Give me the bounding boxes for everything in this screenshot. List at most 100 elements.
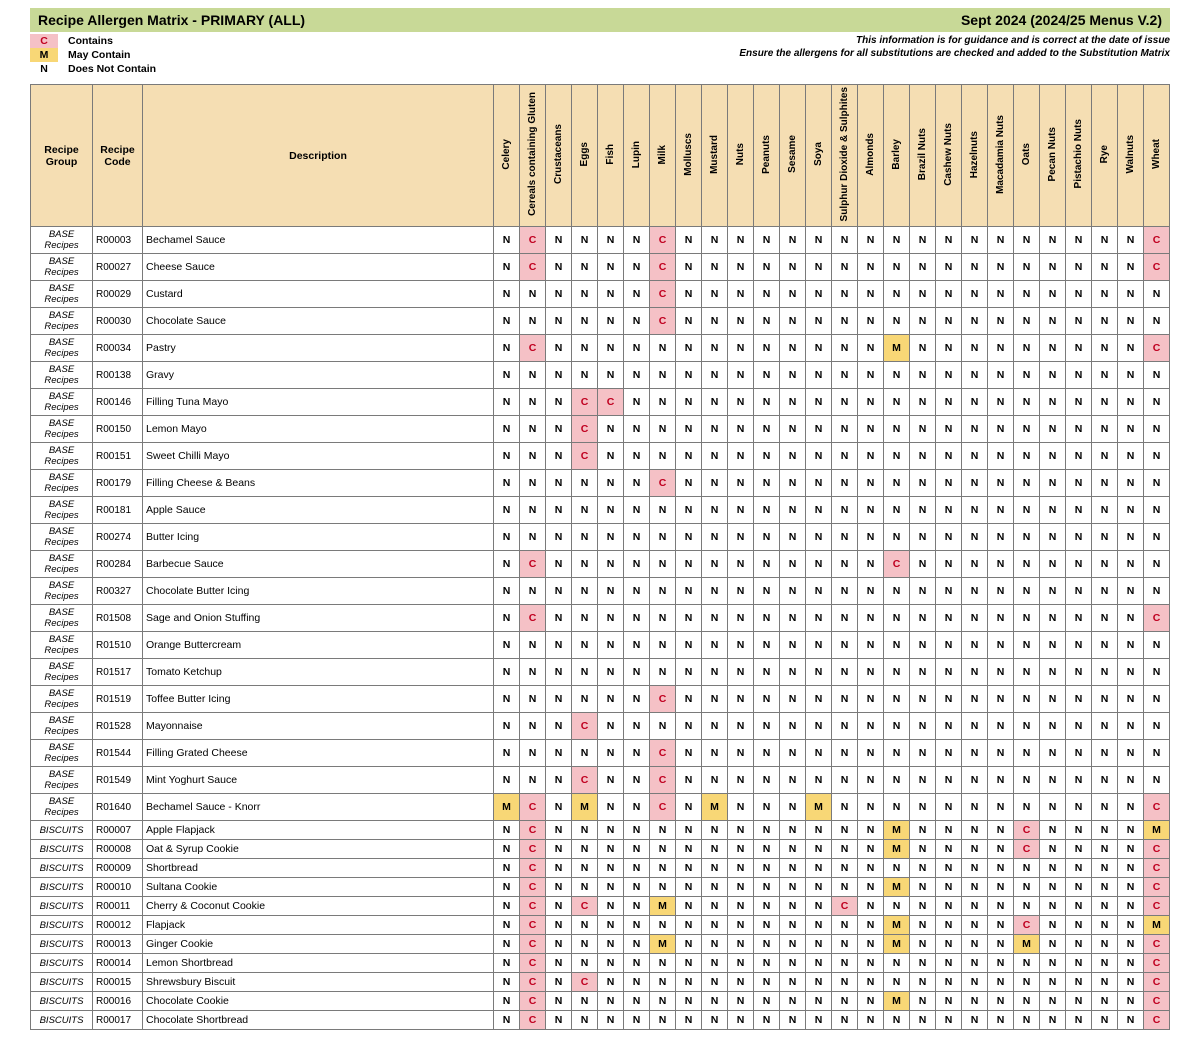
cell-allergen: N <box>754 389 780 416</box>
table-row: BASE RecipesR00151Sweet Chilli MayoNNNCN… <box>31 443 1170 470</box>
cell-allergen: N <box>780 335 806 362</box>
cell-allergen: N <box>754 859 780 878</box>
cell-allergen: N <box>1040 713 1066 740</box>
cell-allergen: N <box>962 497 988 524</box>
cell-allergen: N <box>832 281 858 308</box>
allergen-header-label: Sulphur Dioxide & Sulphites <box>839 87 850 221</box>
cell-allergen: N <box>1118 659 1144 686</box>
cell-allergen: N <box>988 632 1014 659</box>
col-header-allergen: Rye <box>1092 85 1118 227</box>
cell-code: R01510 <box>93 632 143 659</box>
cell-allergen: N <box>1066 389 1092 416</box>
cell-allergen: N <box>806 1011 832 1030</box>
cell-group: BASE Recipes <box>31 389 93 416</box>
cell-allergen: N <box>1144 443 1170 470</box>
cell-allergen: N <box>650 713 676 740</box>
cell-allergen: N <box>1092 859 1118 878</box>
cell-allergen: N <box>1092 416 1118 443</box>
cell-allergen: N <box>910 281 936 308</box>
allergen-header-label: Fish <box>605 144 616 165</box>
cell-allergen: N <box>598 713 624 740</box>
cell-allergen: C <box>1144 878 1170 897</box>
cell-allergen: N <box>546 578 572 605</box>
cell-allergen: N <box>1014 740 1040 767</box>
cell-allergen: N <box>598 821 624 840</box>
cell-allergen: C <box>572 443 598 470</box>
cell-code: R01544 <box>93 740 143 767</box>
cell-allergen: N <box>728 794 754 821</box>
table-row: BASE RecipesR01508Sage and Onion Stuffin… <box>31 605 1170 632</box>
cell-allergen: N <box>988 389 1014 416</box>
cell-allergen: N <box>546 935 572 954</box>
cell-allergen: N <box>676 497 702 524</box>
cell-allergen: N <box>858 1011 884 1030</box>
cell-allergen: N <box>1066 578 1092 605</box>
cell-allergen: N <box>1118 416 1144 443</box>
cell-allergen: N <box>494 973 520 992</box>
cell-allergen: N <box>988 840 1014 859</box>
cell-allergen: N <box>1066 416 1092 443</box>
cell-allergen: N <box>1040 916 1066 935</box>
cell-allergen: N <box>1066 686 1092 713</box>
cell-allergen: N <box>936 632 962 659</box>
cell-allergen: N <box>754 335 780 362</box>
cell-allergen: N <box>806 840 832 859</box>
cell-allergen: N <box>650 916 676 935</box>
cell-allergen: N <box>806 973 832 992</box>
cell-allergen: C <box>1144 935 1170 954</box>
cell-allergen: N <box>832 686 858 713</box>
cell-allergen: N <box>494 605 520 632</box>
cell-allergen: N <box>806 524 832 551</box>
cell-allergen: N <box>650 362 676 389</box>
cell-allergen: N <box>494 389 520 416</box>
cell-allergen: N <box>624 767 650 794</box>
cell-allergen: N <box>806 254 832 281</box>
col-header-allergen: Peanuts <box>754 85 780 227</box>
cell-allergen: N <box>1014 254 1040 281</box>
cell-allergen: N <box>702 821 728 840</box>
cell-allergen: M <box>572 794 598 821</box>
table-row: BISCUITSR00015Shrewsbury BiscuitNCNCNNNN… <box>31 973 1170 992</box>
cell-allergen: N <box>520 632 546 659</box>
cell-allergen: N <box>572 935 598 954</box>
cell-allergen: N <box>1144 578 1170 605</box>
cell-allergen: N <box>728 281 754 308</box>
cell-allergen: N <box>988 578 1014 605</box>
table-row: BASE RecipesR01517Tomato KetchupNNNNNNNN… <box>31 659 1170 686</box>
cell-allergen: N <box>962 740 988 767</box>
cell-allergen: C <box>572 897 598 916</box>
cell-allergen: N <box>1118 897 1144 916</box>
allergen-header-label: Rye <box>1099 145 1110 163</box>
cell-allergen: N <box>598 992 624 1011</box>
cell-allergen: N <box>728 335 754 362</box>
cell-allergen: N <box>546 954 572 973</box>
cell-allergen: N <box>1014 497 1040 524</box>
cell-allergen: N <box>858 551 884 578</box>
cell-allergen: N <box>1092 821 1118 840</box>
cell-allergen: N <box>962 308 988 335</box>
cell-allergen: M <box>884 335 910 362</box>
cell-allergen: N <box>962 767 988 794</box>
cell-desc: Chocolate Shortbread <box>143 1011 494 1030</box>
cell-allergen: N <box>494 916 520 935</box>
cell-allergen: N <box>624 443 650 470</box>
cell-allergen: N <box>832 973 858 992</box>
cell-allergen: N <box>728 227 754 254</box>
cell-allergen: N <box>650 632 676 659</box>
cell-allergen: N <box>936 821 962 840</box>
cell-allergen: N <box>572 254 598 281</box>
cell-allergen: N <box>962 335 988 362</box>
cell-allergen: N <box>936 992 962 1011</box>
cell-allergen: N <box>702 859 728 878</box>
cell-allergen: N <box>598 524 624 551</box>
cell-allergen: N <box>676 916 702 935</box>
col-header-allergen: Cereals containing Gluten <box>520 85 546 227</box>
cell-allergen: N <box>546 713 572 740</box>
cell-allergen: N <box>624 992 650 1011</box>
cell-allergen: N <box>1040 281 1066 308</box>
cell-allergen: M <box>884 878 910 897</box>
cell-allergen: N <box>1040 954 1066 973</box>
cell-allergen: N <box>910 1011 936 1030</box>
cell-allergen: N <box>546 686 572 713</box>
cell-allergen: N <box>598 497 624 524</box>
